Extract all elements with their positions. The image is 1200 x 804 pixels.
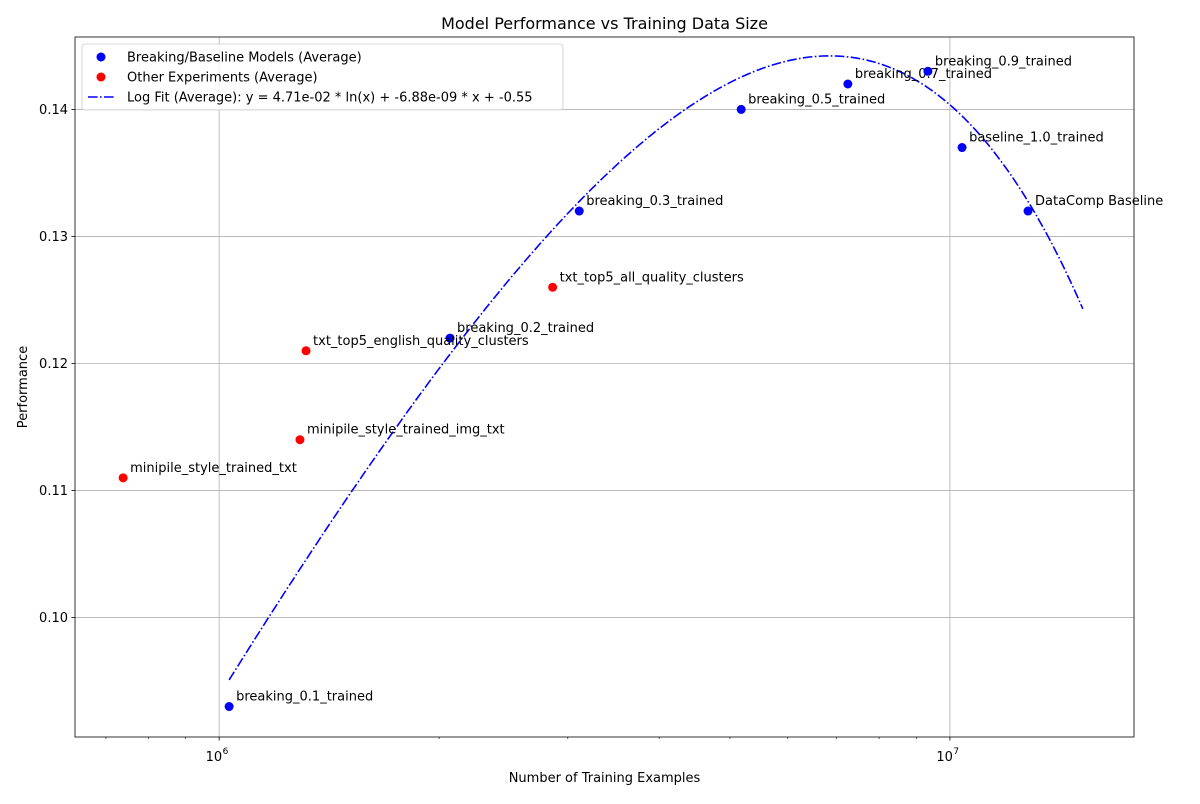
data-point	[118, 473, 128, 483]
x-axis-label: Number of Training Examples	[509, 771, 701, 786]
point-label: minipile_style_trained_txt	[130, 461, 297, 476]
data-point	[957, 143, 967, 153]
x-tick-exponent: 6	[223, 747, 229, 757]
fit-layer	[228, 55, 1084, 681]
point-label: breaking_0.2_trained	[457, 321, 594, 336]
point-label: breaking_0.1_trained	[236, 690, 373, 705]
chart-title: Model Performance vs Training Data Size	[441, 14, 768, 33]
data-point	[923, 66, 933, 76]
data-point	[574, 206, 584, 216]
y-tick-label: 0.14	[39, 103, 68, 118]
point-label: breaking_0.7_trained	[855, 67, 992, 82]
data-point	[736, 104, 746, 114]
x-tick-label: 10 7	[936, 747, 959, 765]
point-label: breaking_0.5_trained	[748, 92, 885, 107]
data-point	[548, 282, 558, 292]
x-tick-base: 10	[936, 750, 953, 765]
y-tick-label: 0.10	[39, 611, 68, 626]
legend-label: Other Experiments (Average)	[127, 71, 318, 86]
data-point	[1023, 206, 1033, 216]
legend-box	[81, 43, 564, 111]
data-point	[301, 346, 311, 356]
legend: Breaking/Baseline Models (Average) Other …	[81, 43, 564, 111]
x-tick-label: 10 6	[206, 747, 229, 765]
point-label: minipile_style_trained_img_txt	[307, 423, 505, 438]
x-tick-exponent: 7	[953, 747, 959, 757]
x-tick-base: 10	[206, 750, 223, 765]
point-label: breaking_0.3_trained	[586, 194, 723, 209]
data-point	[843, 79, 853, 89]
legend-marker	[96, 72, 106, 82]
point-label: breaking_0.9_trained	[935, 54, 1072, 69]
legend-label: Log Fit (Average): y = 4.71e-02 * ln(x) …	[127, 91, 533, 106]
point-label: DataComp Baseline	[1035, 194, 1163, 209]
legend-marker	[96, 52, 106, 62]
y-tick-label: 0.13	[39, 230, 68, 245]
y-tick-label: 0.11	[39, 484, 68, 499]
plot-frame	[74, 36, 1135, 738]
fit-line	[228, 55, 1084, 681]
points-layer: breaking_0.1_trained breaking_0.2_trained…	[118, 54, 1163, 712]
data-point	[224, 702, 234, 712]
point-label: txt_top5_all_quality_clusters	[560, 270, 744, 285]
data-point	[295, 435, 305, 445]
legend-label: Breaking/Baseline Models (Average)	[127, 51, 362, 66]
y-axis-label: Performance	[16, 346, 31, 428]
data-point	[445, 333, 455, 343]
point-label: txt_top5_english_quality_clusters	[313, 334, 529, 349]
point-label: baseline_1.0_trained	[969, 131, 1104, 146]
y-tick-label: 0.12	[39, 357, 68, 372]
